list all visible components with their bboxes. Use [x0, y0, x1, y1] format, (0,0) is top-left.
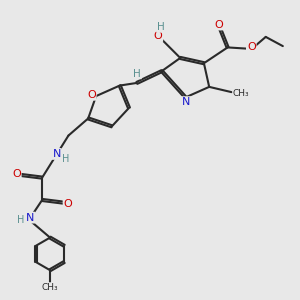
Text: CH₃: CH₃ — [233, 89, 250, 98]
Text: H: H — [61, 154, 69, 164]
Text: H: H — [157, 22, 164, 32]
Text: O: O — [214, 20, 223, 29]
Text: O: O — [154, 31, 162, 41]
Text: H: H — [134, 69, 141, 79]
Text: N: N — [26, 213, 34, 223]
Text: CH₃: CH₃ — [42, 283, 58, 292]
Text: N: N — [52, 149, 61, 159]
Text: O: O — [12, 169, 21, 179]
Text: H: H — [17, 215, 24, 225]
Text: O: O — [64, 199, 72, 209]
Text: N: N — [182, 97, 190, 107]
Text: O: O — [247, 42, 256, 52]
Text: O: O — [87, 90, 96, 100]
